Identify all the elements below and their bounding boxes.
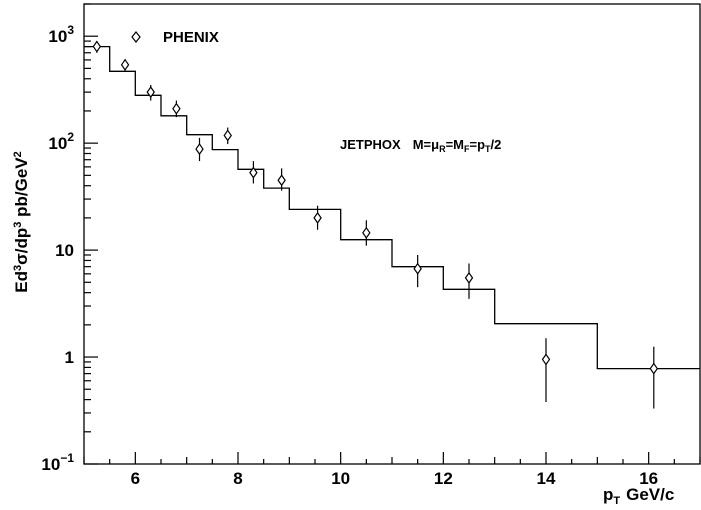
diamond-marker	[649, 362, 659, 375]
y-tick-label: 10	[55, 241, 74, 260]
x-tick-label: 12	[434, 469, 453, 488]
svg-text:Ed3σ/dp3 pb/GeV2: Ed3σ/dp3 pb/GeV2	[12, 151, 31, 292]
phenix-data-point	[120, 58, 130, 72]
diamond-marker	[195, 143, 204, 156]
plot-frame	[83, 3, 701, 465]
phenix-points	[92, 40, 659, 409]
phenix-data-point	[172, 100, 181, 118]
diamond-marker	[313, 211, 322, 224]
diamond-marker	[92, 40, 102, 53]
phenix-data-point	[146, 84, 155, 101]
y-tick-label: 1	[65, 348, 74, 367]
diamond-marker	[172, 102, 181, 115]
diamond-marker	[249, 166, 258, 179]
legend: PHENIX	[131, 29, 219, 46]
phenix-data-point	[277, 168, 286, 191]
phenix-data-point	[313, 205, 322, 230]
jetphox-histogram	[84, 45, 700, 370]
y-tick-label: 10−1	[41, 451, 74, 474]
phenix-data-point	[92, 40, 102, 53]
x-tick-label: 16	[639, 469, 658, 488]
diamond-marker	[277, 174, 286, 187]
legend-label-phenix: PHENIX	[163, 29, 219, 46]
phenix-data-point	[413, 254, 422, 288]
y-tick-label: 102	[48, 130, 74, 153]
diamond-marker	[541, 353, 551, 366]
diamond-marker	[223, 129, 232, 142]
phenix-data-point	[223, 127, 232, 145]
phenix-data-point	[362, 220, 371, 246]
phenix-data-point	[541, 338, 551, 402]
x-tick-label: 10	[331, 469, 350, 488]
x-axis-title: pT GeV/c	[603, 485, 674, 507]
diamond-marker	[413, 262, 422, 275]
x-tick-label: 14	[537, 469, 556, 488]
phenix-data-point	[464, 263, 474, 299]
jetphox-annotation: JETPHOX M=μR=MF=pT/2	[340, 137, 501, 154]
legend-diamond-marker	[131, 31, 141, 43]
phenix-data-point	[649, 346, 659, 409]
jetphox-histogram-line	[84, 45, 700, 370]
diamond-marker	[146, 86, 155, 99]
x-axis: 6 8 10 12 14 16	[83, 452, 701, 488]
x-tick-label: 6	[131, 469, 140, 488]
diamond-marker	[362, 226, 371, 239]
y-tick-label: 103	[48, 23, 74, 46]
diamond-marker	[464, 271, 474, 284]
phenix-data-point	[195, 137, 204, 162]
diamond-marker	[120, 58, 130, 71]
x-tick-label: 8	[233, 469, 242, 488]
phenix-data-point	[249, 161, 258, 184]
y-axis-title: Ed3σ/dp3 pb/GeV2	[12, 151, 31, 292]
